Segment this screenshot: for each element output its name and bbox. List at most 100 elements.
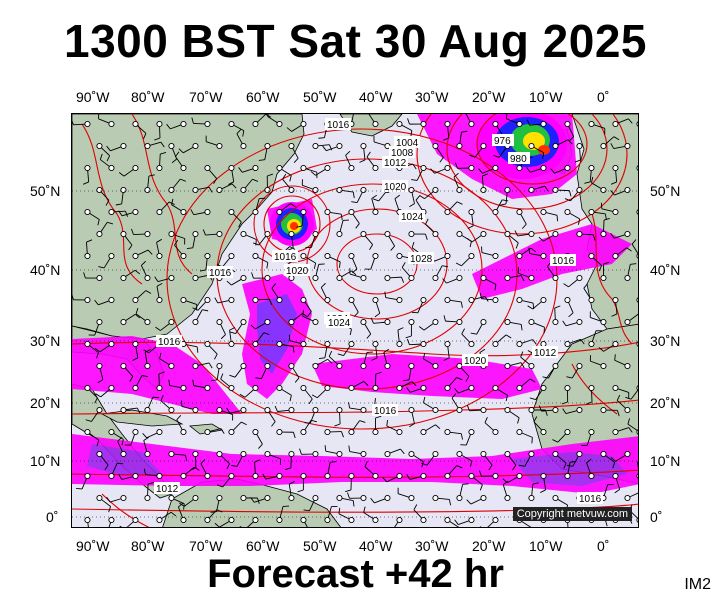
- lon-label: 60˚W: [246, 538, 280, 554]
- wind-barb-shaft: [579, 148, 581, 160]
- wind-barb-feather: [156, 282, 163, 287]
- wind-barb-shaft: [637, 462, 638, 469]
- wind-barb-feather: [493, 155, 500, 158]
- wind-barb-shaft: [521, 300, 534, 304]
- wind-barb-shaft: [185, 300, 197, 305]
- wind-barb-shaft: [436, 265, 443, 276]
- lon-label: 60˚W: [246, 89, 280, 105]
- wind-barb-shaft: [424, 191, 434, 200]
- wind-station: [624, 274, 631, 282]
- wind-station: [96, 362, 103, 370]
- wind-barb-shaft: [157, 278, 170, 283]
- wind-station: [636, 165, 638, 171]
- wind-barb-shaft: [447, 126, 450, 138]
- wind-station: [372, 472, 379, 480]
- lon-label: 90˚W: [76, 89, 110, 105]
- wind-barb-feather: [180, 178, 187, 182]
- wind-station: [588, 296, 595, 304]
- wind-station: [192, 230, 199, 238]
- wind-barb-shaft: [614, 190, 626, 196]
- wind-barb-shaft: [373, 141, 386, 146]
- wind-barb-feather: [334, 423, 341, 427]
- wind-barb-feather: [148, 174, 155, 177]
- wind-barb-feather: [255, 239, 257, 246]
- wind-barb-feather: [567, 139, 573, 145]
- wind-barb-feather: [192, 379, 195, 386]
- wind-station: [600, 142, 607, 150]
- wind-barb-shaft: [208, 345, 218, 355]
- wind-station: [108, 340, 115, 348]
- wind-station: [96, 142, 103, 150]
- wind-station: [552, 142, 559, 150]
- wind-station: [264, 406, 271, 414]
- wind-barb-feather: [98, 266, 105, 269]
- wind-station: [240, 362, 247, 370]
- wind-barb-shaft: [100, 191, 110, 201]
- wind-barb-shaft: [473, 477, 483, 486]
- wind-barb-shaft: [423, 323, 434, 331]
- wind-barb-shaft: [529, 123, 541, 126]
- wind-barb-feather: [236, 129, 242, 134]
- wind-barb-shaft: [409, 476, 422, 480]
- wind-barb-shaft: [458, 520, 470, 525]
- wind-station: [456, 318, 463, 326]
- wind-barb-feather: [269, 298, 273, 305]
- wind-station: [540, 428, 547, 436]
- wind-barb-feather: [566, 376, 573, 379]
- wind-barb-feather: [526, 167, 531, 173]
- lon-label: 80˚W: [131, 538, 165, 554]
- wind-barb-shaft: [521, 339, 533, 344]
- wind-station: [84, 208, 91, 216]
- lon-label: 80˚W: [131, 89, 165, 105]
- wind-barb-shaft: [520, 356, 530, 365]
- wind-station: [624, 450, 631, 458]
- wind-barb-shaft: [554, 168, 566, 174]
- wind-barb-shaft: [159, 358, 170, 366]
- wind-barb-feather: [258, 443, 263, 449]
- wind-barb-feather: [145, 290, 152, 294]
- wind-barb-shaft: [471, 235, 482, 243]
- wind-barb-feather: [117, 436, 123, 442]
- wind-station: [192, 494, 199, 502]
- wind-station: [432, 142, 439, 150]
- wind-barb-feather: [85, 419, 92, 422]
- lon-label: 10˚W: [529, 538, 563, 554]
- wind-station: [348, 340, 355, 348]
- wind-station: [168, 230, 175, 238]
- wind-barb-feather: [616, 394, 621, 401]
- wind-barb-shaft: [245, 234, 257, 240]
- wind-barb-shaft: [112, 463, 118, 474]
- wind-barb-shaft: [448, 377, 457, 387]
- wind-station: [504, 186, 511, 194]
- wind-barb-shaft: [147, 483, 149, 496]
- wind-barb-feather: [566, 464, 573, 467]
- wind-barb-shaft: [302, 315, 314, 322]
- wind-station: [120, 186, 127, 194]
- wind-station: [540, 120, 547, 128]
- wind-station: [324, 516, 331, 524]
- weather-map-svg: 1016 1020 1024 1016 1016 1020 1024 1028 …: [72, 114, 638, 527]
- wind-barb-feather: [630, 263, 637, 265]
- wind-station: [228, 296, 235, 304]
- wind-station: [468, 384, 475, 392]
- wind-barb-shaft: [305, 168, 317, 173]
- wind-barbs: [72, 114, 638, 527]
- wind-station: [120, 230, 127, 238]
- weather-map[interactable]: 1016 1020 1024 1016 1016 1020 1024 1028 …: [71, 113, 639, 528]
- wind-barb-feather: [502, 199, 509, 202]
- wind-barb-feather: [610, 233, 615, 239]
- wind-barb-feather: [94, 299, 99, 306]
- wind-barb-shaft: [282, 178, 291, 189]
- wind-station: [204, 120, 211, 128]
- wind-barb-shaft: [253, 498, 266, 503]
- wind-barb-feather: [208, 187, 213, 193]
- wind-barb-shaft: [269, 454, 281, 460]
- wind-barb-feather: [443, 357, 450, 361]
- wind-barb-shaft: [591, 330, 597, 342]
- wind-station: [240, 186, 247, 194]
- wind-barb-shaft: [89, 433, 100, 441]
- wind-station: [204, 340, 211, 348]
- wind-barb-shaft: [232, 421, 242, 431]
- wind-station: [96, 318, 103, 326]
- wind-barb-feather: [160, 395, 164, 401]
